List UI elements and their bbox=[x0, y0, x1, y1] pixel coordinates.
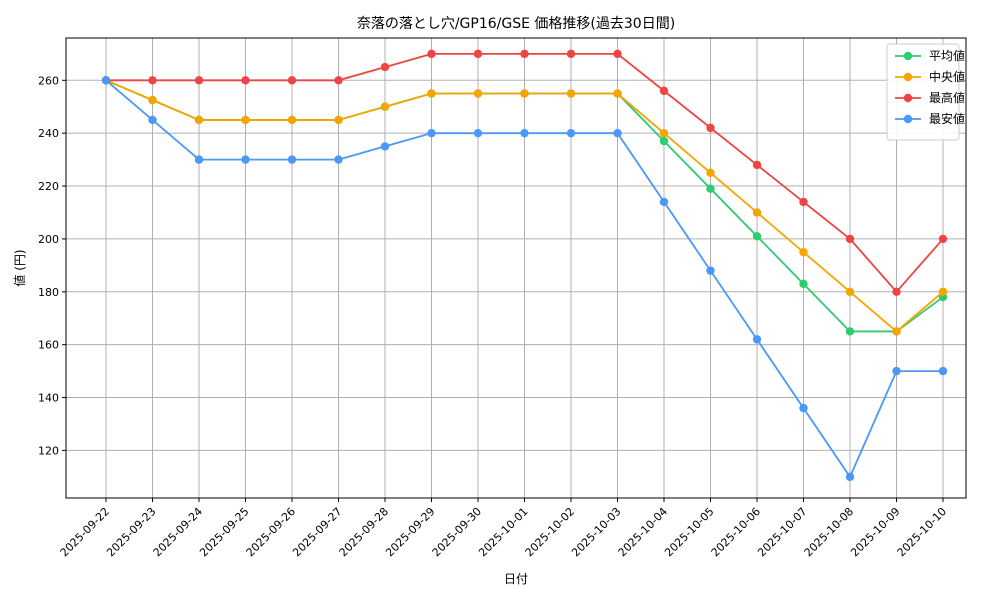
y-tick-label: 180 bbox=[38, 286, 59, 299]
data-point bbox=[845, 234, 855, 244]
data-point bbox=[101, 76, 111, 85]
data-point bbox=[752, 160, 762, 170]
data-point bbox=[706, 168, 715, 178]
data-point bbox=[380, 142, 390, 151]
data-point bbox=[520, 128, 529, 138]
data-point bbox=[613, 49, 622, 59]
series-3 bbox=[101, 76, 948, 482]
chart-title: 奈落の落とし穴/GP16/GSE 価格推移(過去30日間) bbox=[357, 16, 675, 32]
legend-swatch-marker bbox=[903, 93, 913, 103]
data-point bbox=[752, 335, 762, 344]
legend-label: 最高値 bbox=[929, 90, 965, 105]
data-point bbox=[659, 197, 669, 207]
data-point bbox=[892, 327, 901, 336]
data-point bbox=[659, 128, 669, 138]
legend-swatch-marker bbox=[903, 51, 913, 61]
data-point bbox=[892, 287, 901, 296]
y-tick-label: 160 bbox=[38, 339, 59, 352]
data-point bbox=[938, 234, 948, 244]
data-point bbox=[241, 115, 250, 125]
y-tick-label: 120 bbox=[38, 444, 59, 457]
y-axis-label: 値 (円) bbox=[12, 249, 27, 286]
data-point bbox=[520, 49, 529, 59]
legend-label: 平均値 bbox=[929, 48, 965, 63]
data-point bbox=[427, 128, 436, 138]
data-point bbox=[799, 279, 808, 289]
data-point bbox=[148, 95, 157, 105]
data-point bbox=[938, 287, 948, 296]
data-point bbox=[613, 128, 622, 138]
plot-area-frame bbox=[65, 37, 967, 499]
legend-swatch-marker bbox=[903, 72, 913, 82]
data-point bbox=[566, 49, 576, 59]
data-point bbox=[566, 128, 576, 138]
data-point bbox=[706, 184, 715, 193]
axis-ticks: 2025-09-222025-09-232025-09-242025-09-25… bbox=[38, 74, 949, 559]
data-point bbox=[706, 123, 715, 133]
series-lines bbox=[101, 49, 948, 482]
data-point bbox=[148, 76, 157, 85]
data-point bbox=[845, 472, 855, 482]
data-point bbox=[380, 62, 390, 72]
data-point bbox=[287, 155, 297, 164]
legend-label: 最安値 bbox=[929, 111, 965, 126]
data-point bbox=[706, 266, 715, 275]
data-point bbox=[241, 155, 250, 164]
grid bbox=[66, 38, 966, 498]
legend-box bbox=[886, 43, 960, 141]
data-point bbox=[287, 76, 297, 85]
data-point bbox=[148, 115, 157, 125]
x-axis-label: 日付 bbox=[504, 572, 528, 586]
data-point bbox=[566, 89, 576, 98]
data-point bbox=[799, 403, 808, 413]
data-point bbox=[334, 155, 343, 164]
data-point bbox=[334, 115, 343, 125]
data-point bbox=[194, 76, 204, 85]
data-point bbox=[520, 89, 529, 98]
data-point bbox=[659, 86, 669, 96]
data-point bbox=[752, 208, 762, 217]
data-point bbox=[799, 247, 808, 257]
data-point bbox=[845, 287, 855, 296]
data-point bbox=[473, 89, 483, 98]
data-point bbox=[473, 49, 483, 59]
data-point bbox=[892, 366, 901, 376]
data-point bbox=[380, 102, 390, 111]
y-tick-label: 220 bbox=[38, 180, 59, 193]
data-point bbox=[473, 128, 483, 138]
y-tick-label: 200 bbox=[38, 233, 59, 246]
y-tick-label: 260 bbox=[38, 74, 59, 87]
legend-swatch-marker bbox=[903, 114, 913, 124]
y-tick-label: 140 bbox=[38, 392, 59, 405]
x-tick-label: 2025-10-10 bbox=[895, 505, 949, 559]
data-point bbox=[194, 155, 204, 164]
data-point bbox=[427, 89, 436, 98]
data-point bbox=[845, 327, 855, 336]
data-point bbox=[334, 76, 343, 85]
data-point bbox=[659, 136, 669, 146]
legend-label: 中央値 bbox=[929, 69, 965, 84]
data-point bbox=[427, 49, 436, 59]
y-tick-label: 240 bbox=[38, 127, 59, 140]
data-point bbox=[613, 89, 622, 98]
data-point bbox=[241, 76, 250, 85]
data-point bbox=[194, 115, 204, 125]
data-point bbox=[799, 197, 808, 207]
data-point bbox=[752, 232, 762, 241]
data-point bbox=[938, 366, 948, 376]
data-point bbox=[287, 115, 297, 125]
